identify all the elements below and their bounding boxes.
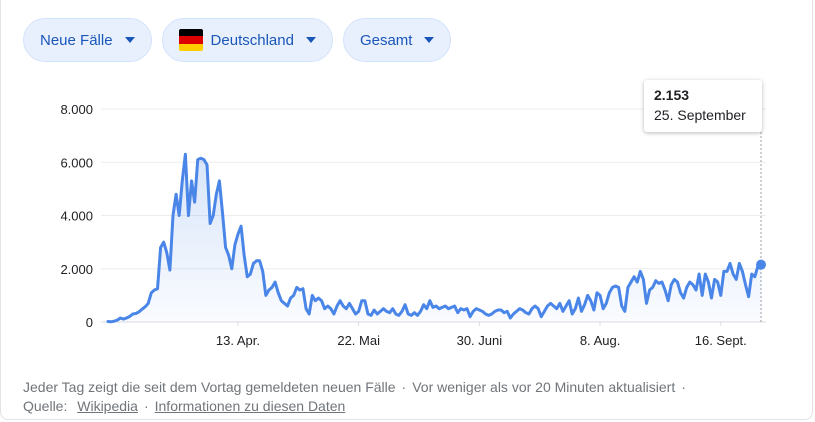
x-tick-label: 13. Apr. bbox=[216, 333, 260, 348]
y-tick-label: 4.000 bbox=[60, 209, 93, 224]
caret-down-icon bbox=[424, 37, 435, 43]
separator-dot: · bbox=[401, 379, 407, 395]
flag-stripe-gold bbox=[178, 43, 203, 51]
wikipedia-link[interactable]: Wikipedia bbox=[77, 398, 138, 414]
series-line bbox=[106, 152, 763, 324]
germany-flag-icon bbox=[178, 29, 203, 51]
y-tick-label: 6.000 bbox=[60, 155, 93, 170]
metric-label: Neue Fälle bbox=[40, 31, 113, 49]
source-label: Quelle: bbox=[23, 398, 68, 414]
separator-dot: · bbox=[681, 379, 686, 395]
y-tick-label: 0 bbox=[86, 315, 93, 330]
x-tick-label: 22. Mai bbox=[337, 333, 380, 348]
y-tick-label: 8.000 bbox=[60, 102, 93, 117]
filter-bar: Neue Fälle Deutschland Gesamt bbox=[23, 18, 452, 62]
flag-stripe-black bbox=[178, 29, 203, 37]
y-tick-label: 2.000 bbox=[60, 262, 93, 277]
region-selector[interactable]: Deutschland bbox=[161, 18, 333, 62]
flag-stripe-red bbox=[178, 36, 203, 44]
scope-label: Gesamt bbox=[359, 31, 413, 49]
footer-line-1: Jeder Tag zeigt die seit dem Vortag geme… bbox=[23, 378, 692, 397]
caret-down-icon bbox=[305, 37, 316, 43]
footer-line-2: Quelle: Wikipedia · Informationen zu diese… bbox=[23, 397, 692, 416]
chart-tooltip: 2.153 25. September bbox=[644, 80, 762, 132]
data-point bbox=[756, 259, 766, 270]
chart-footer: Jeder Tag zeigt die seit dem Vortag geme… bbox=[23, 378, 692, 416]
region-label: Deutschland bbox=[210, 31, 294, 49]
footer-updated: Vor weniger als vor 20 Minuten aktualisi… bbox=[412, 379, 676, 395]
tooltip-date: 25. September bbox=[654, 107, 746, 123]
info-link[interactable]: Informationen zu diesen Daten bbox=[154, 398, 346, 414]
tooltip-value: 2.153 bbox=[654, 87, 690, 103]
footer-note: Jeder Tag zeigt die seit dem Vortag geme… bbox=[23, 379, 396, 395]
metric-selector[interactable]: Neue Fälle bbox=[23, 18, 152, 62]
scope-selector[interactable]: Gesamt bbox=[342, 18, 452, 62]
separator-dot: · bbox=[143, 398, 149, 414]
x-tick-label: 8. Aug. bbox=[580, 333, 620, 348]
x-tick-label: 30. Juni bbox=[457, 333, 503, 348]
caret-down-icon bbox=[124, 37, 135, 43]
x-tick-label: 16. Sept. bbox=[695, 333, 747, 348]
series-area bbox=[108, 154, 761, 322]
